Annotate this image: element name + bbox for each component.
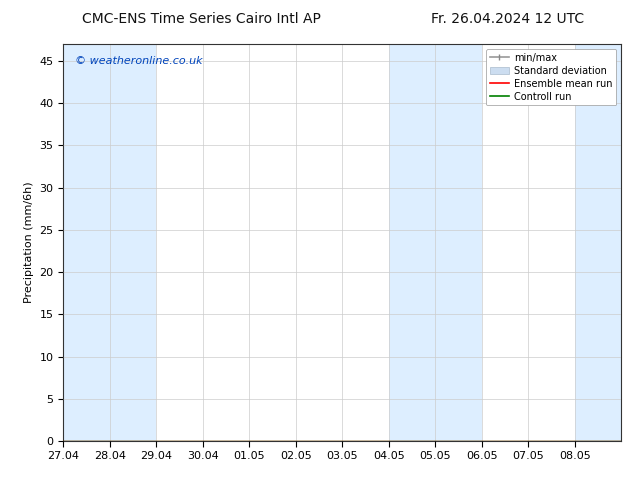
Text: CMC-ENS Time Series Cairo Intl AP: CMC-ENS Time Series Cairo Intl AP [82,12,321,26]
Legend: min/max, Standard deviation, Ensemble mean run, Controll run: min/max, Standard deviation, Ensemble me… [486,49,616,105]
Bar [389,44,482,441]
Text: Fr. 26.04.2024 12 UTC: Fr. 26.04.2024 12 UTC [431,12,585,26]
Y-axis label: Precipitation (mm/6h): Precipitation (mm/6h) [24,182,34,303]
Bar [575,44,621,441]
Text: © weatheronline.co.uk: © weatheronline.co.uk [75,56,202,66]
Bar [63,44,157,441]
